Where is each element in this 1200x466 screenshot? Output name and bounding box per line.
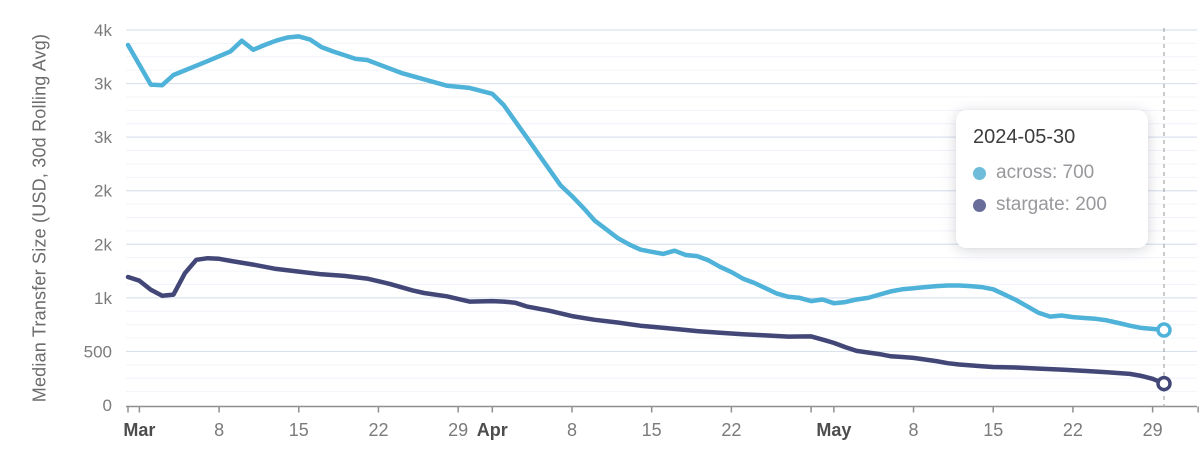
x-tick-label: May: [816, 420, 851, 440]
x-tick-label: 29: [448, 420, 468, 440]
y-tick-label: 2k: [94, 235, 112, 254]
x-tick-label: Apr: [477, 420, 508, 440]
x-tick-label: 29: [1143, 420, 1163, 440]
tooltip-row-stargate: stargate: 200: [973, 194, 1148, 216]
stargate-series-dot-icon: [973, 198, 986, 212]
y-tick-label: 500: [84, 342, 112, 361]
endpoint-marker-across[interactable]: [1156, 322, 1172, 338]
y-tick-label: 4k: [94, 21, 112, 40]
y-axis-title: Median Transfer Size (USD, 30d Rolling A…: [29, 33, 50, 403]
x-tick-label: 15: [289, 420, 309, 440]
across-series-dot-icon: [973, 166, 986, 180]
y-tick-label: 0: [103, 396, 112, 415]
y-tick-label: 3k: [94, 128, 112, 147]
x-tick-label: Mar: [123, 420, 155, 440]
tooltip-row-across: across: 700: [973, 162, 1148, 184]
line-across[interactable]: [125, 34, 1167, 333]
x-tick-label: 22: [721, 420, 741, 440]
tooltip-date: 2024-05-30: [973, 126, 1076, 148]
x-tick-label: 22: [1063, 420, 1083, 440]
x-tick-label: 8: [567, 420, 577, 440]
y-tick-label: 3k: [94, 75, 112, 94]
y-tick-label: 1k: [94, 289, 112, 308]
tooltip-across-value: across: 700: [996, 162, 1095, 183]
tooltip-stargate-value: stargate: 200: [996, 194, 1107, 215]
y-tick-label: 2k: [94, 182, 112, 201]
endpoint-marker-stargate[interactable]: [1156, 375, 1172, 392]
x-tick-label: 22: [368, 420, 388, 440]
hover-tooltip: 2024-05-30 across: 700 stargate: 200: [956, 110, 1148, 248]
line-stargate[interactable]: [125, 255, 1167, 386]
x-tick-label: 15: [983, 420, 1003, 440]
x-tick-label: 15: [642, 420, 662, 440]
x-tick-label: 8: [214, 420, 224, 440]
x-tick-label: 8: [909, 420, 919, 440]
